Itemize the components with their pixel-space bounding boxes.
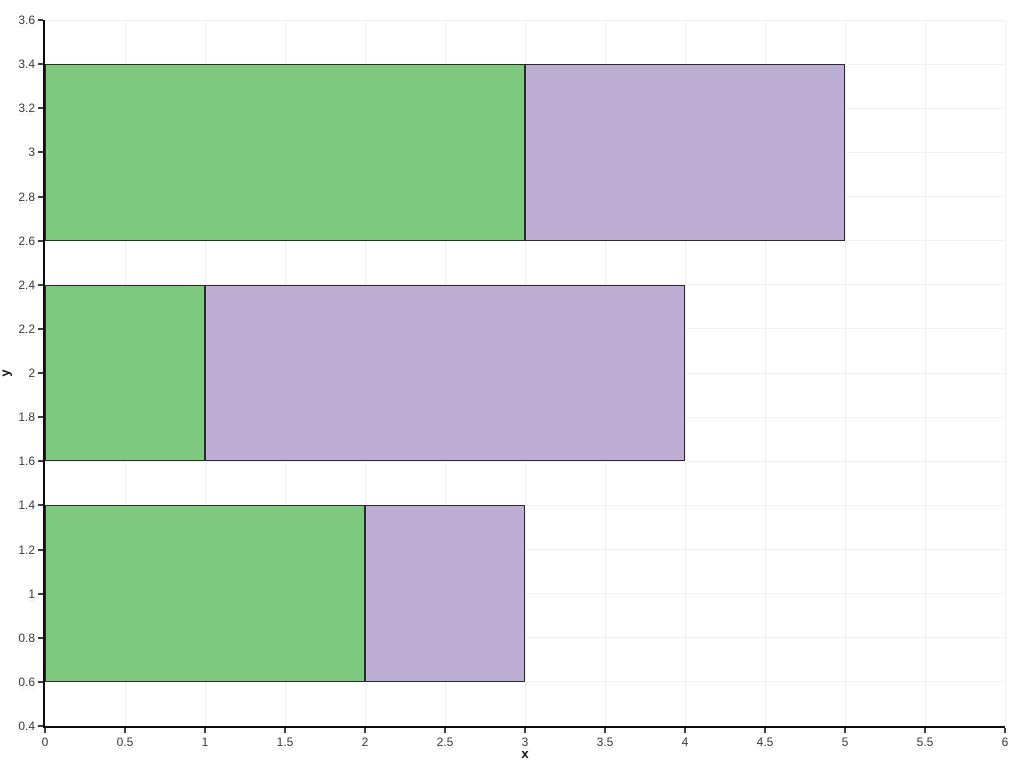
- y-axis-line: [43, 20, 45, 728]
- y-tick-label: 3.2: [18, 101, 35, 116]
- y-tick-label: 0.4: [18, 719, 35, 733]
- y-tick-mark: [38, 239, 43, 242]
- x-tick-mark: [284, 728, 286, 733]
- y-tick-mark: [38, 327, 43, 330]
- y-tick-mark: [38, 592, 43, 595]
- gridline-horizontal: [45, 681, 1005, 683]
- bar-segment-green: [45, 64, 525, 241]
- x-tick-label: 1: [201, 735, 209, 749]
- y-tick-label: 3.6: [18, 13, 35, 27]
- plot-area: x y 0 0.5 1 1.5 2 2.5 3 3.5 4 4.5 5 5.5 6 0.4 0.6 0.8 1 1…: [0, 14, 1008, 760]
- gridline-horizontal: [45, 637, 1005, 639]
- x-axis-title: x: [521, 746, 529, 761]
- x-tick-label: 2: [361, 735, 369, 749]
- x-tick-mark: [924, 728, 926, 733]
- x-tick-label: 2.5: [436, 735, 454, 749]
- y-tick-mark: [38, 548, 43, 551]
- bar-segment-purple: [205, 284, 685, 462]
- x-axis-line: [43, 726, 1005, 728]
- x-tick-mark: [44, 728, 46, 733]
- y-tick-label: 1.8: [18, 410, 35, 425]
- bar-segment-green: [45, 505, 365, 682]
- y-tick-label: 2.8: [18, 189, 35, 204]
- x-tick-mark: [364, 728, 366, 733]
- x-tick-mark: [844, 728, 846, 733]
- x-tick-label: 6: [1001, 735, 1009, 749]
- x-tick-mark: [764, 728, 766, 733]
- y-tick-label: 1: [28, 586, 35, 601]
- x-tick-label: 5: [841, 735, 849, 749]
- gridline-horizontal: [45, 549, 1005, 550]
- y-tick-label: 1.2: [18, 542, 35, 557]
- y-tick-label: 1.4: [18, 498, 35, 513]
- bar-segment-green: [45, 284, 205, 462]
- gridline-horizontal: [45, 593, 1005, 595]
- y-tick-mark: [38, 680, 43, 683]
- y-tick-label: 3.4: [18, 57, 35, 72]
- x-tick-label: 4.5: [756, 735, 774, 749]
- y-tick-mark: [38, 725, 43, 727]
- bar-segment-purple: [525, 64, 845, 241]
- y-tick-mark: [38, 460, 43, 463]
- x-tick-mark: [444, 728, 446, 733]
- bar-segment-purple: [365, 505, 525, 682]
- y-tick-label: 2: [28, 366, 35, 380]
- y-tick-label: 1.6: [18, 454, 35, 469]
- x-tick-mark: [124, 728, 126, 733]
- x-tick-label: 0: [41, 735, 49, 749]
- gridline-horizontal: [45, 504, 1005, 506]
- y-tick-mark: [38, 504, 43, 507]
- y-tick-label: 2.4: [18, 277, 35, 292]
- gridline-horizontal: [45, 460, 1005, 462]
- y-tick-mark: [38, 151, 43, 154]
- y-tick-mark: [38, 63, 43, 66]
- gridline-vertical: [1004, 20, 1006, 726]
- y-axis-title: y: [0, 369, 13, 376]
- x-tick-mark: [524, 728, 526, 733]
- y-tick-label: 0.6: [18, 674, 35, 689]
- x-tick-mark: [684, 728, 686, 733]
- x-tick-mark: [604, 728, 606, 733]
- x-tick-label: 3.5: [596, 735, 614, 749]
- x-tick-label: 0.5: [116, 735, 134, 749]
- gridline-horizontal: [45, 240, 1005, 242]
- x-tick-mark: [204, 728, 206, 733]
- gridline-horizontal: [45, 19, 1005, 21]
- y-tick-mark: [38, 372, 43, 374]
- x-tick-label: 5.5: [916, 735, 934, 749]
- y-tick-label: 0.8: [18, 630, 35, 645]
- y-tick-mark: [38, 19, 43, 21]
- y-tick-label: 3: [28, 145, 35, 160]
- y-tick-mark: [38, 107, 43, 110]
- y-tick-mark: [38, 636, 43, 639]
- y-tick-mark: [38, 195, 43, 198]
- x-tick-label: 1.5: [276, 735, 294, 749]
- y-tick-mark: [38, 283, 43, 286]
- y-tick-label: 2.2: [18, 321, 35, 336]
- x-tick-label: 3: [521, 735, 529, 749]
- x-tick-mark: [1004, 728, 1006, 733]
- y-tick-mark: [38, 416, 43, 419]
- y-tick-label: 2.6: [18, 233, 35, 248]
- x-tick-label: 4: [681, 735, 689, 749]
